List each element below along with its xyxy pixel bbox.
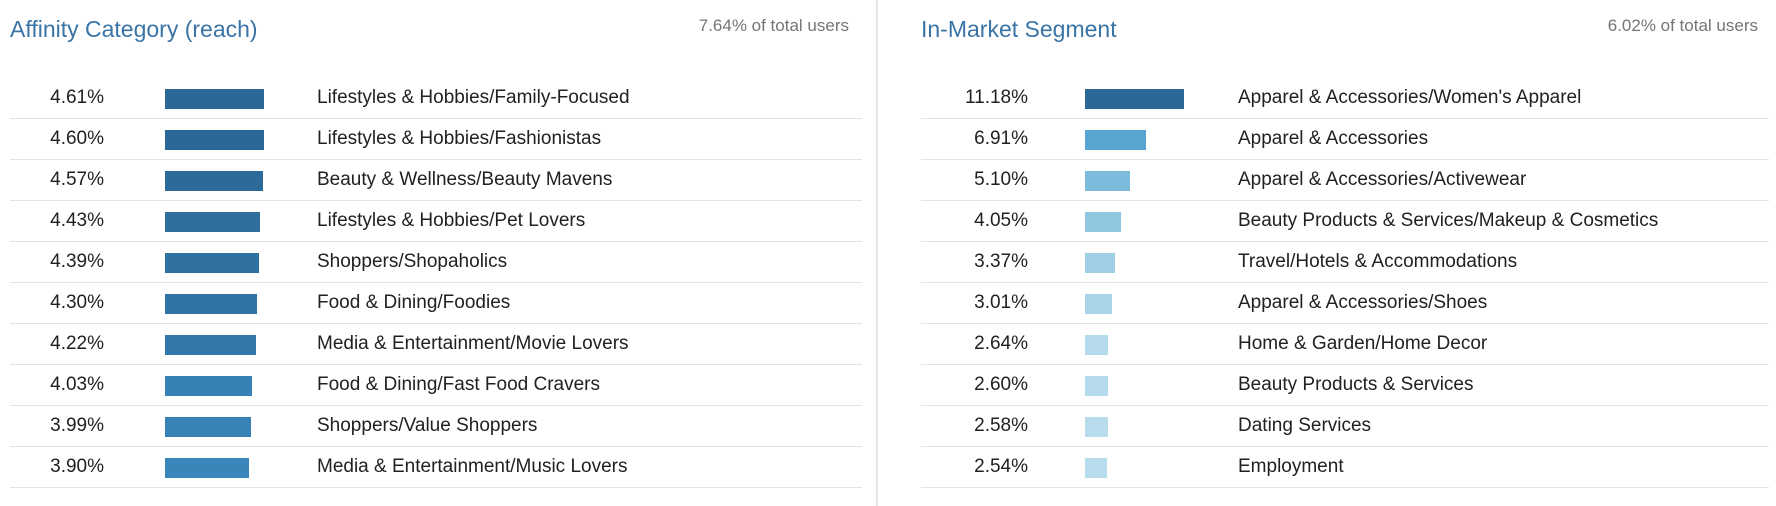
row-percentage: 11.18% (964, 87, 1028, 108)
table-row[interactable]: 2.64% Home & Garden/Home Decor (921, 324, 1769, 365)
row-label[interactable]: Food & Dining/Fast Food Cravers (317, 374, 601, 395)
row-percentage: 3.37% (974, 251, 1028, 272)
row-bar (1085, 417, 1108, 437)
in-market-segment-panel: In-Market Segment 6.02% of total users 1… (909, 0, 1776, 506)
row-percentage: 2.58% (974, 415, 1028, 436)
row-label[interactable]: Apparel & Accessories (1238, 128, 1429, 149)
panel-divider (876, 0, 878, 506)
row-label[interactable]: Shoppers/Value Shoppers (317, 415, 538, 436)
table-row[interactable]: 3.90% Media & Entertainment/Music Lovers (10, 447, 862, 488)
row-percentage: 4.57% (50, 169, 104, 190)
row-percentage: 6.91% (974, 128, 1028, 149)
row-label[interactable]: Employment (1238, 456, 1344, 477)
row-bar (1085, 376, 1109, 396)
row-label[interactable]: Beauty & Wellness/Beauty Mavens (317, 169, 613, 190)
table-row[interactable]: 3.01% Apparel & Accessories/Shoes (921, 283, 1769, 324)
row-bar (165, 294, 258, 314)
row-label[interactable]: Apparel & Accessories/Women's Apparel (1238, 87, 1582, 108)
row-bar (1085, 458, 1108, 478)
table-row[interactable]: 3.99% Shoppers/Value Shoppers (10, 406, 862, 447)
row-percentage: 4.03% (50, 374, 104, 395)
affinity-category-panel: Affinity Category (reach) 7.64% of total… (0, 0, 875, 506)
row-label[interactable]: Lifestyles & Hobbies/Family-Focused (317, 87, 630, 108)
row-percentage: 4.60% (50, 128, 104, 149)
row-label[interactable]: Beauty Products & Services/Makeup & Cosm… (1238, 210, 1659, 231)
row-label[interactable]: Media & Entertainment/Movie Lovers (317, 333, 629, 354)
row-bar (1085, 294, 1112, 314)
row-percentage: 4.30% (50, 292, 104, 313)
row-bar (165, 335, 256, 355)
table-row[interactable]: 4.05% Beauty Products & Services/Makeup &… (921, 201, 1769, 242)
row-percentage: 4.05% (974, 210, 1028, 231)
row-bar (1085, 212, 1121, 232)
table-row[interactable]: 4.22% Media & Entertainment/Movie Lovers (10, 324, 862, 365)
table-row[interactable]: 5.10% Apparel & Accessories/Activewear (921, 160, 1769, 201)
row-bar (1085, 171, 1131, 191)
affinity-rows: 4.61% Lifestyles & Hobbies/Family-Focused… (10, 78, 862, 488)
row-bar (165, 458, 249, 478)
row-percentage: 3.90% (50, 456, 104, 477)
row-percentage: 4.22% (50, 333, 104, 354)
table-row[interactable]: 2.58% Dating Services (921, 406, 1769, 447)
row-percentage: 4.43% (50, 210, 104, 231)
in-market-total-users: 6.02% of total users (1607, 16, 1758, 35)
row-bar (1085, 89, 1184, 109)
row-label[interactable]: Lifestyles & Hobbies/Pet Lovers (317, 210, 586, 231)
table-row[interactable]: 2.54% Employment (921, 447, 1769, 488)
row-label[interactable]: Beauty Products & Services (1238, 374, 1474, 395)
row-bar (165, 212, 261, 232)
row-percentage: 3.01% (974, 292, 1028, 313)
row-label[interactable]: Apparel & Accessories/Shoes (1238, 292, 1488, 313)
row-percentage: 4.61% (50, 87, 104, 108)
row-label[interactable]: Travel/Hotels & Accommodations (1238, 251, 1518, 272)
table-row[interactable]: 4.03% Food & Dining/Fast Food Cravers (10, 365, 862, 406)
row-percentage: 2.60% (974, 374, 1028, 395)
table-row[interactable]: 4.30% Food & Dining/Foodies (10, 283, 862, 324)
row-bar (165, 89, 264, 109)
row-percentage: 5.10% (974, 169, 1028, 190)
in-market-rows: 11.18% Apparel & Accessories/Women's Appa… (921, 78, 1769, 488)
table-row[interactable]: 4.61% Lifestyles & Hobbies/Family-Focused (10, 78, 862, 119)
row-label[interactable]: Dating Services (1238, 415, 1372, 436)
row-bar (165, 130, 264, 150)
table-row[interactable]: 6.91% Apparel & Accessories (921, 119, 1769, 160)
row-label[interactable]: Shoppers/Shopaholics (317, 251, 508, 272)
table-row[interactable]: 4.57% Beauty & Wellness/Beauty Mavens (10, 160, 862, 201)
row-bar (165, 253, 260, 273)
row-label[interactable]: Home & Garden/Home Decor (1238, 333, 1488, 354)
row-label[interactable]: Apparel & Accessories/Activewear (1238, 169, 1527, 190)
affinity-total-users: 7.64% of total users (698, 16, 849, 35)
row-bar (165, 417, 251, 437)
table-row[interactable]: 4.39% Shoppers/Shopaholics (10, 242, 862, 283)
table-row[interactable]: 3.37% Travel/Hotels & Accommodations (921, 242, 1769, 283)
table-row[interactable]: 2.60% Beauty Products & Services (921, 365, 1769, 406)
row-percentage: 3.99% (50, 415, 104, 436)
row-bar (1085, 253, 1115, 273)
table-row[interactable]: 4.60% Lifestyles & Hobbies/Fashionistas (10, 119, 862, 160)
row-percentage: 2.54% (974, 456, 1028, 477)
row-label[interactable]: Food & Dining/Foodies (317, 292, 511, 313)
row-label[interactable]: Media & Entertainment/Music Lovers (317, 456, 628, 477)
in-market-segment-title[interactable]: In-Market Segment (921, 16, 1117, 42)
row-bar (1085, 130, 1147, 150)
table-row[interactable]: 11.18% Apparel & Accessories/Women's Appa… (921, 78, 1769, 119)
row-bar (1085, 335, 1109, 355)
row-bar (165, 376, 252, 396)
row-percentage: 2.64% (974, 333, 1028, 354)
table-row[interactable]: 4.43% Lifestyles & Hobbies/Pet Lovers (10, 201, 862, 242)
row-label[interactable]: Lifestyles & Hobbies/Fashionistas (317, 128, 602, 149)
affinity-category-title[interactable]: Affinity Category (reach) (10, 16, 258, 42)
row-bar (165, 171, 264, 191)
row-percentage: 4.39% (50, 251, 104, 272)
